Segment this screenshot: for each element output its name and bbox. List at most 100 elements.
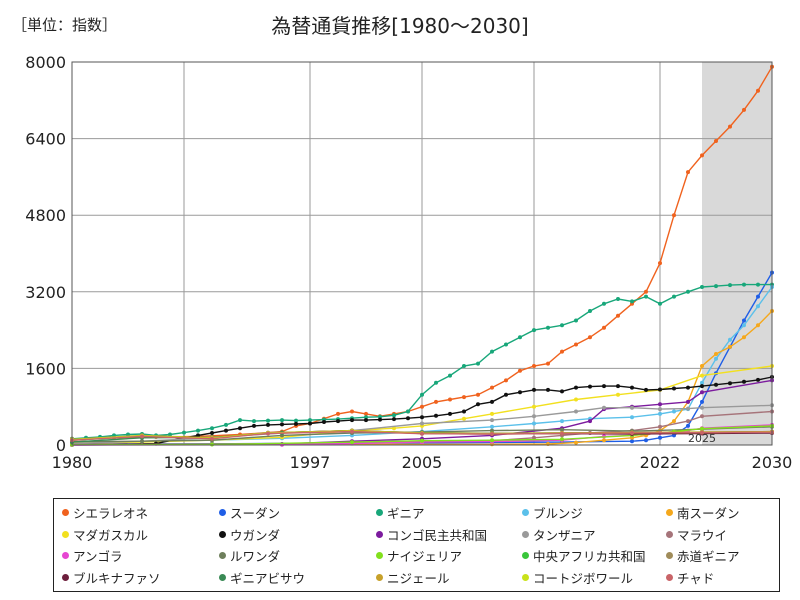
legend-swatch [219,552,226,559]
data-point [686,423,690,428]
data-point [448,373,452,378]
legend-label: ナイジェリア [387,549,463,564]
data-point [756,377,760,382]
data-point [560,323,564,328]
data-point [728,344,732,349]
data-point [560,437,564,442]
y-tick-label: 0 [56,436,66,455]
data-point [574,385,578,390]
legend-swatch [376,509,383,516]
data-point [700,405,704,410]
series-20 [70,429,774,443]
legend-label: ブルンジ [533,506,583,521]
data-point [266,422,270,427]
legend-item: ブルキナファソ [62,568,161,587]
legend-swatch [376,552,383,559]
data-point [728,283,732,288]
data-point [700,426,704,431]
data-point [476,402,480,407]
data-point [336,419,340,424]
legend-swatch [62,573,69,581]
forecast-label: 2025 [688,432,716,445]
data-point [546,325,550,330]
legend-item: ウガンダ [219,525,280,544]
data-point [560,431,564,436]
data-point [490,349,494,354]
data-point [350,440,354,445]
data-point [532,404,536,409]
data-point [700,285,704,289]
data-point [616,297,620,301]
legend-item: 赤道ギニア [666,546,740,565]
data-point [252,419,256,424]
legend-swatch [666,530,673,538]
data-point [364,418,368,423]
data-point [476,392,480,397]
data-point [560,419,564,424]
data-point [560,427,564,432]
data-point [630,415,634,420]
legend-item: シエラレオネ [62,503,148,522]
data-point [350,409,354,414]
data-point [616,384,620,389]
data-point [490,432,494,436]
data-point [210,436,214,441]
legend-swatch [666,573,673,581]
series-line [71,425,773,446]
data-point [546,387,550,392]
data-point [294,418,298,423]
data-point [532,435,536,440]
data-point [518,368,522,373]
data-point [630,385,634,390]
data-point [630,431,634,435]
data-point [756,304,760,309]
legend-swatch [62,552,69,559]
data-point [686,289,690,294]
data-point [504,342,508,347]
data-point [686,385,690,390]
data-point [756,88,760,93]
data-point [336,411,340,416]
data-point [490,385,494,390]
data-point [700,399,704,404]
data-point [322,420,326,424]
data-point [742,323,746,328]
legend-label: チャド [677,570,715,586]
data-point [434,380,438,385]
data-point [476,361,480,366]
x-tick-label: 2022 [640,453,681,472]
legend-item: 南スーダン [666,503,740,522]
data-point [742,318,746,323]
data-point [224,428,228,433]
legend-swatch [62,530,69,538]
data-point [238,418,242,423]
legend-label: コンゴ民主共和国 [387,527,488,543]
chart-title: 為替通貨推移[1980〜2030] [271,14,529,38]
x-tick-label: 2013 [514,453,555,472]
legend-label: 赤道ギニア [677,549,740,564]
data-point [616,392,620,397]
data-point [686,419,690,424]
data-point [308,418,312,423]
data-point [210,431,214,435]
data-point [392,426,396,431]
legend-label: ルワンダ [230,549,281,564]
data-point [602,301,606,306]
y-tick-label: 8000 [25,53,66,72]
data-point [644,289,648,294]
data-point [490,411,494,416]
data-point [504,392,508,397]
data-point [308,421,312,426]
legend-label: ギニア [387,506,425,521]
data-point [700,373,704,378]
data-point [672,386,676,391]
x-tick-label: 1988 [164,453,205,472]
data-point [490,424,494,429]
data-point [588,384,592,389]
legend-item: アンゴラ [62,546,123,565]
legend-swatch [219,573,226,581]
legend-label: 中央アフリカ共和国 [533,549,646,564]
data-point [392,413,396,418]
data-point [462,409,466,414]
